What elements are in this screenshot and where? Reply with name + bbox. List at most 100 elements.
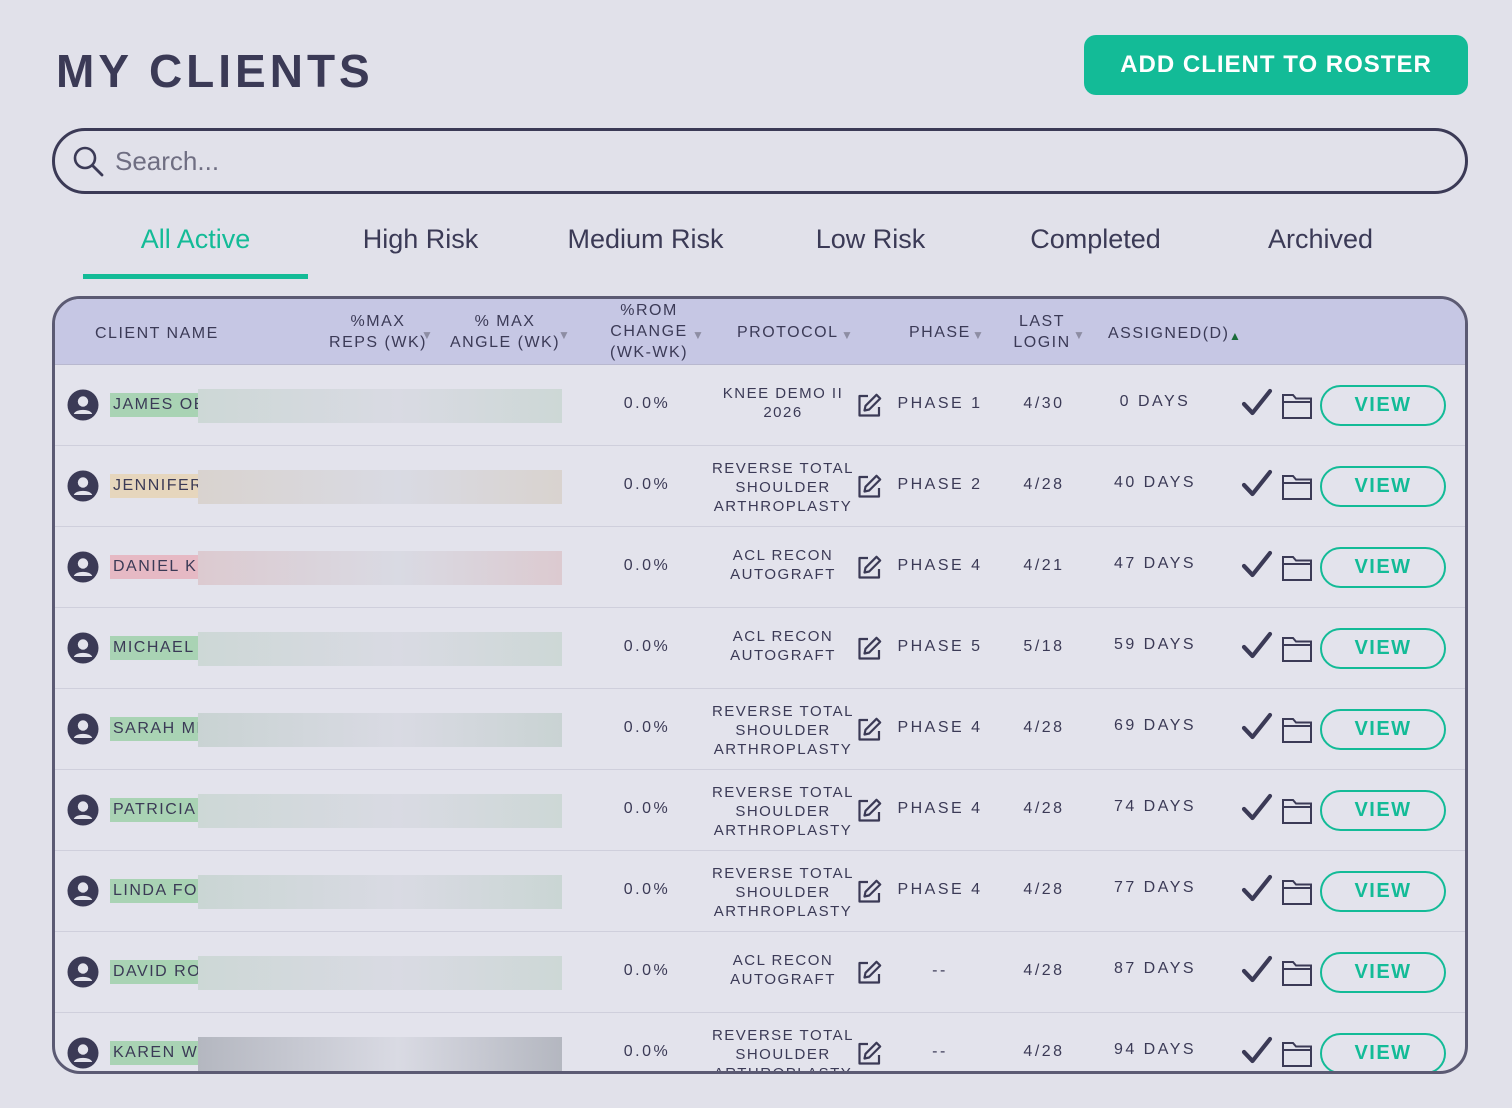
protocol-line: SHOULDER <box>735 1046 831 1063</box>
sort-arrow-icon[interactable]: ▼ <box>972 328 986 342</box>
view-button[interactable]: VIEW <box>1320 466 1446 507</box>
edit-icon[interactable] <box>855 392 883 420</box>
col-assigned[interactable]: ASSIGNED(D) <box>1108 325 1230 342</box>
search-bar[interactable] <box>52 128 1468 194</box>
client-name[interactable]: KAREN W <box>110 1041 198 1065</box>
col-client-name[interactable]: CLIENT NAME <box>95 325 219 342</box>
folder-icon[interactable] <box>1281 875 1313 907</box>
check-icon[interactable] <box>1241 792 1273 824</box>
edit-icon[interactable] <box>855 878 883 906</box>
tab-archived[interactable]: Archived <box>1267 224 1374 254</box>
col-protocol[interactable]: PROTOCOL <box>737 324 839 341</box>
folder-icon[interactable] <box>1281 632 1313 664</box>
col-login-line1: LAST <box>1018 313 1065 330</box>
check-icon[interactable] <box>1241 468 1273 500</box>
search-input[interactable] <box>115 145 1415 177</box>
redacted-data <box>198 875 562 909</box>
check-icon[interactable] <box>1241 1035 1273 1067</box>
client-name[interactable]: LINDA FO <box>110 879 198 903</box>
view-button[interactable]: VIEW <box>1320 385 1446 426</box>
assigned-days-value: 77 DAYS <box>1113 879 1197 896</box>
col-max-reps[interactable]: %MAX REPS (WK) <box>323 311 433 353</box>
edit-icon[interactable] <box>855 797 883 825</box>
folder-icon[interactable] <box>1281 551 1313 583</box>
edit-icon[interactable] <box>855 635 883 663</box>
check-icon[interactable] <box>1241 630 1273 662</box>
col-rom-line3: (WK-WK) <box>609 344 689 361</box>
client-name[interactable]: SARAH MI <box>110 717 198 741</box>
sort-arrow-icon[interactable]: ▼ <box>421 328 435 342</box>
client-name[interactable]: JAMES OE <box>110 393 198 417</box>
rom-change-value: 0.0% <box>623 395 671 412</box>
rom-change-value: 0.0% <box>623 476 671 493</box>
protocol-line: ARTHROPLASTY <box>713 903 853 920</box>
sort-arrow-icon[interactable]: ▼ <box>841 328 855 342</box>
redacted-data <box>198 713 562 747</box>
protocol-line: SHOULDER <box>735 722 831 739</box>
view-button[interactable]: VIEW <box>1320 628 1446 669</box>
add-client-button[interactable]: ADD CLIENT TO ROSTER <box>1084 35 1468 95</box>
avatar-icon <box>67 389 99 421</box>
protocol-line: REVERSE TOTAL <box>711 865 855 882</box>
sort-arrow-icon[interactable]: ▼ <box>558 328 572 342</box>
folder-icon[interactable] <box>1281 956 1313 988</box>
rom-change-value: 0.0% <box>623 719 671 736</box>
redacted-data <box>198 956 562 990</box>
check-icon[interactable] <box>1241 549 1273 581</box>
check-icon[interactable] <box>1241 954 1273 986</box>
edit-icon[interactable] <box>855 1040 883 1068</box>
table-row: DAVID RO 0.0% ACL RECON AUTOGRAFT -- 4/28… <box>55 932 1465 1013</box>
check-icon[interactable] <box>1241 711 1273 743</box>
protocol-line: REVERSE TOTAL <box>711 1027 855 1044</box>
view-button[interactable]: VIEW <box>1320 952 1446 993</box>
tab-medium-risk[interactable]: Medium Risk <box>567 224 724 254</box>
view-button[interactable]: VIEW <box>1320 790 1446 831</box>
protocol-line: REVERSE TOTAL <box>711 703 855 720</box>
edit-icon[interactable] <box>855 473 883 501</box>
col-max-angle-line2: ANGLE (WK) <box>449 334 561 351</box>
protocol-value: REVERSE TOTAL SHOULDER ARTHROPLASTY <box>705 1026 861 1071</box>
last-login-value: 4/28 <box>1023 962 1065 979</box>
folder-icon[interactable] <box>1281 794 1313 826</box>
folder-icon[interactable] <box>1281 470 1313 502</box>
col-phase[interactable]: PHASE <box>909 324 971 341</box>
check-icon[interactable] <box>1241 387 1273 419</box>
view-button[interactable]: VIEW <box>1320 871 1446 912</box>
sort-arrow-icon[interactable]: ▼ <box>692 328 706 342</box>
protocol-line: AUTOGRAFT <box>730 566 836 583</box>
tab-low-risk[interactable]: Low Risk <box>815 224 926 254</box>
client-name[interactable]: DANIEL K <box>110 555 198 579</box>
protocol-line: SHOULDER <box>735 479 831 496</box>
col-last-login[interactable]: LAST LOGIN <box>1012 311 1072 353</box>
view-button[interactable]: VIEW <box>1320 709 1446 750</box>
view-button[interactable]: VIEW <box>1320 1033 1446 1071</box>
check-icon[interactable] <box>1241 873 1273 905</box>
client-name[interactable]: PATRICIA <box>110 798 198 822</box>
col-max-angle[interactable]: % MAX ANGLE (WK) <box>445 311 565 353</box>
folder-icon[interactable] <box>1281 1037 1313 1069</box>
phase-value: -- <box>932 962 948 979</box>
edit-icon[interactable] <box>855 959 883 987</box>
assigned-days-value: 74 DAYS <box>1113 798 1197 815</box>
protocol-line: AUTOGRAFT <box>730 647 836 664</box>
client-name[interactable]: JENNIFER <box>110 474 198 498</box>
edit-icon[interactable] <box>855 716 883 744</box>
tab-all-active[interactable]: All Active <box>83 218 308 282</box>
tab-high-risk[interactable]: High Risk <box>362 224 479 254</box>
sort-asc-icon[interactable]: ▲ <box>1229 329 1243 343</box>
client-name[interactable]: DAVID RO <box>110 960 198 984</box>
protocol-value: ACL RECON AUTOGRAFT <box>705 627 861 665</box>
folder-icon[interactable] <box>1281 713 1313 745</box>
folder-icon[interactable] <box>1281 389 1313 421</box>
view-button[interactable]: VIEW <box>1320 547 1446 588</box>
edit-icon[interactable] <box>855 554 883 582</box>
phase-value: PHASE 5 <box>897 638 983 655</box>
col-rom-change[interactable]: %ROM CHANGE (WK-WK) <box>603 300 695 363</box>
tab-completed[interactable]: Completed <box>1030 224 1161 254</box>
protocol-value: REVERSE TOTAL SHOULDER ARTHROPLASTY <box>705 702 861 759</box>
sort-arrow-icon[interactable]: ▼ <box>1073 328 1087 342</box>
redacted-data <box>198 551 562 585</box>
page-title: MY CLIENTS <box>56 45 374 97</box>
client-name[interactable]: MICHAEL <box>110 636 198 660</box>
rom-change-value: 0.0% <box>623 638 671 655</box>
